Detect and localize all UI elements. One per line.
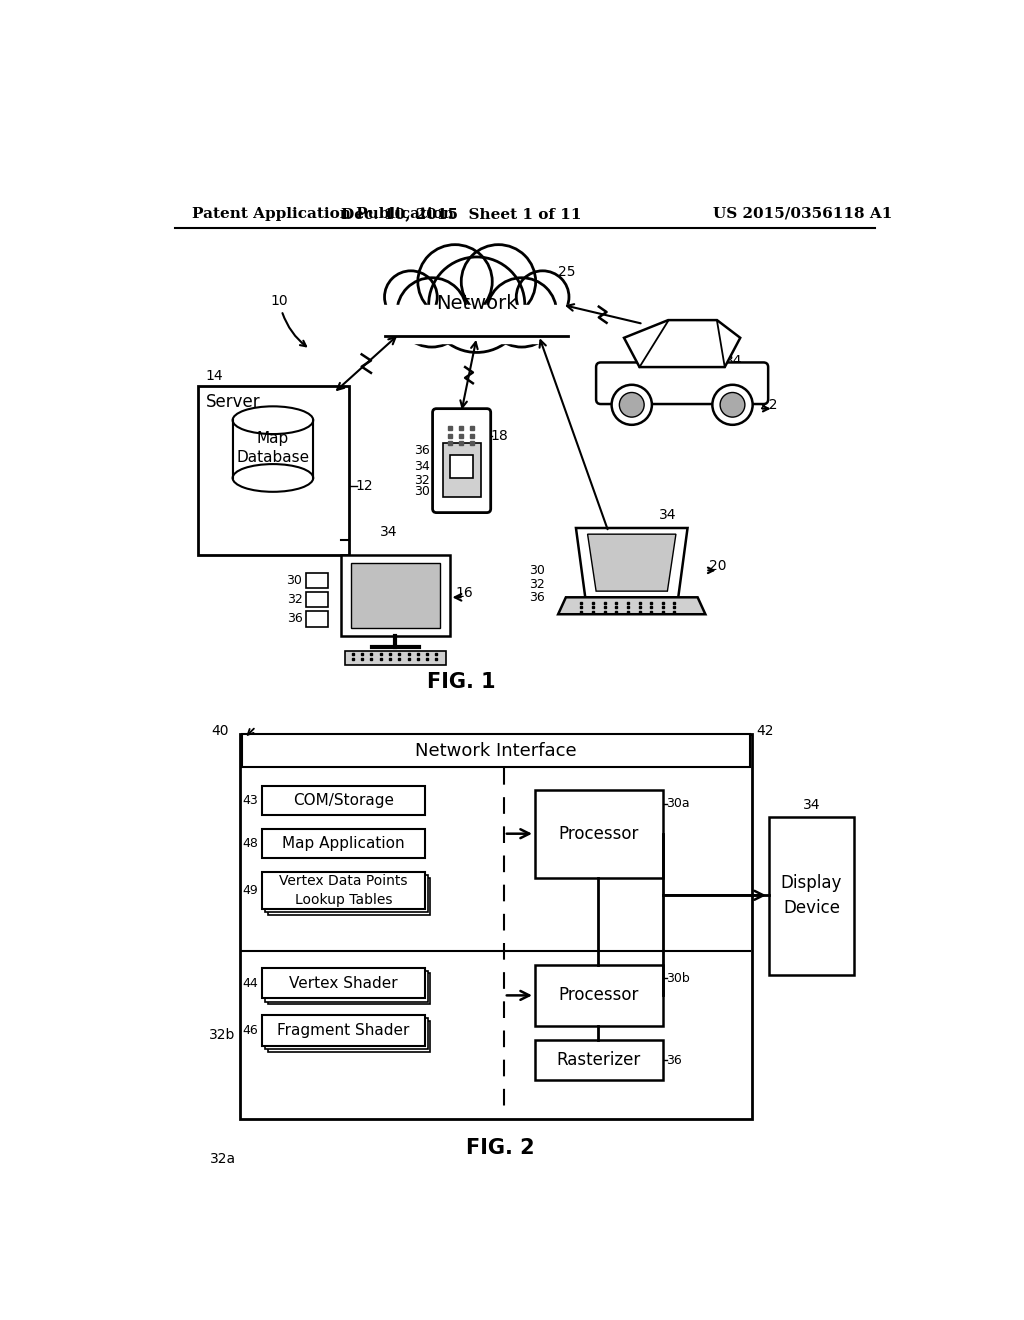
Text: Fragment Shader: Fragment Shader [278, 1023, 410, 1039]
Text: 12: 12 [355, 479, 373, 492]
Text: Patent Application Publication: Patent Application Publication [191, 207, 454, 220]
FancyBboxPatch shape [351, 562, 439, 628]
FancyBboxPatch shape [262, 873, 425, 909]
FancyBboxPatch shape [769, 817, 854, 974]
Bar [380, 305, 573, 343]
Polygon shape [575, 528, 687, 598]
Text: Processor: Processor [558, 825, 639, 842]
FancyBboxPatch shape [267, 973, 430, 1003]
FancyBboxPatch shape [265, 1019, 428, 1049]
Circle shape [461, 244, 536, 318]
FancyBboxPatch shape [262, 968, 425, 998]
FancyBboxPatch shape [535, 965, 663, 1026]
Text: 32b: 32b [209, 1028, 236, 1041]
Circle shape [713, 385, 753, 425]
FancyBboxPatch shape [432, 409, 490, 512]
Text: 30b: 30b [666, 972, 689, 985]
FancyBboxPatch shape [198, 385, 349, 554]
Text: 25: 25 [558, 265, 575, 280]
Circle shape [429, 257, 524, 352]
Text: 48: 48 [243, 837, 258, 850]
Text: 32: 32 [287, 593, 302, 606]
Circle shape [611, 385, 652, 425]
Text: 20: 20 [710, 560, 727, 573]
Circle shape [720, 392, 744, 417]
Ellipse shape [232, 407, 313, 434]
FancyBboxPatch shape [242, 734, 751, 767]
FancyBboxPatch shape [450, 455, 473, 478]
Text: 34: 34 [415, 459, 430, 473]
Polygon shape [624, 321, 740, 367]
FancyBboxPatch shape [306, 611, 328, 627]
Circle shape [516, 271, 569, 323]
Text: 34: 34 [725, 354, 742, 368]
FancyBboxPatch shape [262, 785, 425, 816]
Text: FIG. 2: FIG. 2 [466, 1138, 535, 1158]
Text: 44: 44 [243, 977, 258, 990]
Text: 34: 34 [658, 508, 677, 521]
Text: 30a: 30a [666, 797, 689, 810]
Text: 40: 40 [211, 723, 228, 738]
Text: Network Interface: Network Interface [416, 742, 577, 759]
Circle shape [385, 271, 437, 323]
Circle shape [620, 392, 644, 417]
FancyBboxPatch shape [442, 444, 480, 498]
Text: 34: 34 [803, 799, 820, 812]
Text: FIG. 1: FIG. 1 [427, 672, 496, 692]
FancyBboxPatch shape [596, 363, 768, 404]
FancyBboxPatch shape [345, 651, 445, 665]
Text: Rasterizer: Rasterizer [556, 1051, 641, 1069]
Text: Vertex Shader: Vertex Shader [289, 975, 397, 990]
Circle shape [418, 244, 493, 318]
FancyBboxPatch shape [267, 1020, 430, 1052]
Text: 18: 18 [490, 429, 509, 442]
Text: 49: 49 [243, 884, 258, 898]
FancyBboxPatch shape [341, 554, 450, 636]
Circle shape [486, 277, 557, 347]
Text: 32: 32 [529, 578, 545, 591]
Text: 36: 36 [666, 1053, 682, 1067]
Text: 30: 30 [415, 486, 430, 499]
Text: 36: 36 [415, 445, 430, 458]
Text: 14: 14 [206, 368, 223, 383]
Text: 32: 32 [415, 474, 430, 487]
Circle shape [397, 277, 467, 347]
Text: Display
Device: Display Device [781, 874, 842, 917]
Text: Network: Network [436, 293, 517, 313]
FancyBboxPatch shape [306, 573, 328, 589]
Text: COM/Storage: COM/Storage [293, 793, 394, 808]
Text: 42: 42 [757, 723, 774, 738]
FancyBboxPatch shape [265, 875, 428, 912]
Text: 36: 36 [287, 612, 302, 626]
Text: Map Application: Map Application [283, 836, 404, 851]
Text: Server: Server [206, 393, 260, 412]
Text: US 2015/0356118 A1: US 2015/0356118 A1 [713, 207, 892, 220]
FancyBboxPatch shape [262, 1015, 425, 1047]
Text: 10: 10 [270, 294, 306, 346]
Polygon shape [588, 535, 676, 591]
FancyBboxPatch shape [241, 734, 752, 1119]
Text: 30: 30 [287, 574, 302, 587]
Text: 36: 36 [529, 591, 545, 605]
Bar [232, 420, 313, 478]
Text: Dec. 10, 2015  Sheet 1 of 11: Dec. 10, 2015 Sheet 1 of 11 [341, 207, 582, 220]
Text: 43: 43 [243, 795, 258, 807]
Text: 30: 30 [529, 564, 545, 577]
Text: Map
Database: Map Database [237, 430, 309, 466]
FancyBboxPatch shape [535, 1040, 663, 1080]
Text: 34: 34 [381, 525, 398, 539]
FancyBboxPatch shape [535, 789, 663, 878]
Text: 16: 16 [456, 586, 473, 601]
Text: Vertex Data Points
Lookup Tables: Vertex Data Points Lookup Tables [280, 874, 408, 907]
Text: 46: 46 [243, 1024, 258, 1038]
Text: 32a: 32a [210, 1151, 236, 1166]
FancyBboxPatch shape [262, 829, 425, 858]
FancyBboxPatch shape [265, 970, 428, 1002]
Text: 22: 22 [760, 397, 777, 412]
FancyBboxPatch shape [267, 878, 430, 915]
Text: Processor: Processor [558, 986, 639, 1005]
Ellipse shape [232, 465, 313, 492]
Polygon shape [558, 598, 706, 614]
FancyBboxPatch shape [306, 591, 328, 607]
